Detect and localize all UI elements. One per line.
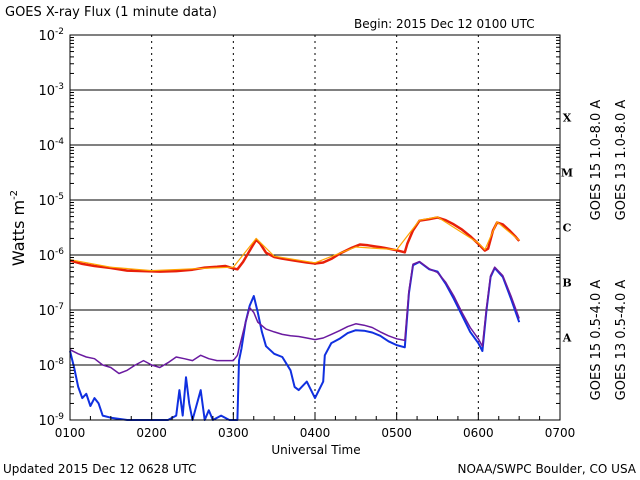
chart-grid bbox=[70, 35, 560, 420]
y-tick-label: 10-2 bbox=[38, 27, 64, 44]
chart-series bbox=[69, 216, 521, 421]
y-axis-label-exponent: -2 bbox=[9, 190, 20, 200]
flare-class-label: C bbox=[563, 222, 572, 235]
flare-class-labels: A B C M X bbox=[561, 112, 573, 345]
flare-class-label: B bbox=[562, 277, 571, 290]
updated-time: Updated 2015 Dec 12 0628 UTC bbox=[3, 462, 197, 476]
legend-entry-3: GOES 15 0.5-4.0 A bbox=[589, 280, 604, 401]
x-tick-label: 0500 bbox=[381, 426, 412, 440]
chart-title: GOES X-ray Flux (1 minute data) bbox=[5, 5, 217, 20]
legend: GOES 15 1.0-8.0 A GOES 13 1.0-8.0 A GOES 1… bbox=[589, 100, 629, 401]
flare-class-label: A bbox=[562, 332, 572, 345]
y-tick-label: 10-6 bbox=[38, 247, 64, 264]
y-tick-label: 10-3 bbox=[38, 82, 64, 99]
legend-entry-4: GOES 13 0.5-4.0 A bbox=[614, 280, 629, 401]
x-tick-label: 0300 bbox=[218, 426, 249, 440]
flare-class-label: X bbox=[563, 112, 572, 125]
legend-entry-1: GOES 15 1.0-8.0 A bbox=[589, 100, 604, 221]
x-axis: 0100 0200 0300 0400 0500 0600 0700 bbox=[55, 412, 576, 440]
y-tick-label: 10-9 bbox=[38, 412, 64, 429]
x-tick-label: 0600 bbox=[463, 426, 494, 440]
y-tick-label: 10-4 bbox=[38, 137, 64, 154]
y-tick-label: 10-8 bbox=[38, 357, 64, 374]
x-tick-label: 0100 bbox=[55, 426, 86, 440]
y-axis-label-text: Watts m bbox=[9, 200, 28, 266]
series-line-4 bbox=[69, 260, 520, 375]
y-axis: 10-9 10-8 10-7 10-6 10-5 10-4 10-3 10-2 bbox=[38, 27, 560, 429]
x-tick-label: 0400 bbox=[300, 426, 331, 440]
y-tick-label: 10-7 bbox=[38, 302, 64, 319]
y-tick-label: 10-5 bbox=[38, 192, 64, 209]
x-tick-label: 0200 bbox=[136, 426, 167, 440]
series-line-3 bbox=[69, 260, 521, 421]
y-axis-label: Watts m-2 bbox=[9, 190, 28, 266]
legend-entry-2: GOES 13 1.0-8.0 A bbox=[614, 100, 629, 221]
x-axis-label: Universal Time bbox=[271, 443, 360, 457]
begin-time: Begin: 2015 Dec 12 0100 UTC bbox=[354, 17, 535, 31]
credit-text: NOAA/SWPC Boulder, CO USA bbox=[458, 462, 637, 476]
series-line-2 bbox=[69, 216, 520, 272]
x-tick-label: 0700 bbox=[545, 426, 576, 440]
flare-class-label: M bbox=[561, 167, 573, 180]
